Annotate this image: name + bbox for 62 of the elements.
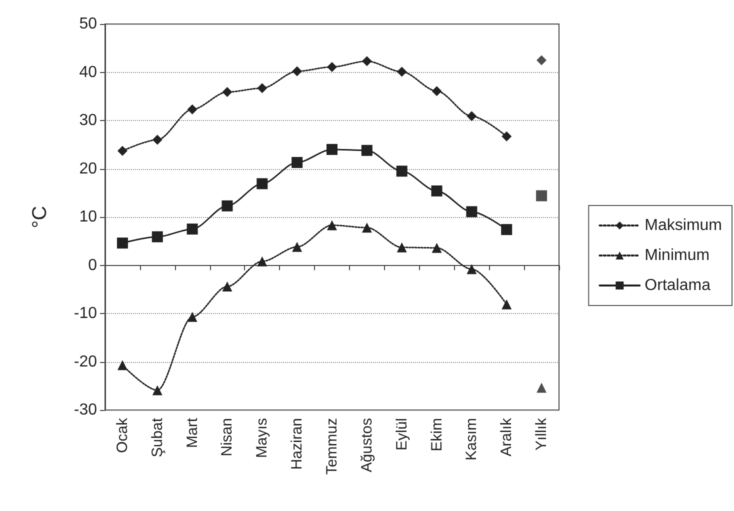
point <box>256 178 268 190</box>
y-tick-label: -30 <box>74 402 98 418</box>
legend-label: Maksimum <box>644 217 722 234</box>
x-tick-label: Yıllık <box>533 418 550 451</box>
x-tick-label: Aralık <box>498 418 516 456</box>
point <box>222 281 232 292</box>
legend-label: Minimum <box>644 247 710 264</box>
point <box>432 242 442 253</box>
y-axis-title: °C <box>29 206 51 228</box>
point <box>362 222 372 233</box>
point <box>117 146 128 156</box>
point <box>502 299 512 310</box>
y-tick-label: 30 <box>79 112 98 129</box>
point <box>326 144 338 155</box>
point <box>152 134 162 145</box>
y-tick-label: 50 <box>79 16 98 32</box>
point <box>466 264 477 274</box>
point <box>501 224 512 236</box>
x-tick-label: Şubat <box>148 417 166 458</box>
x-tick-label: Kasım <box>463 418 480 461</box>
point <box>432 86 442 96</box>
point <box>187 104 198 114</box>
y-tick-label: -20 <box>74 353 98 370</box>
point <box>466 111 477 122</box>
point <box>116 238 128 249</box>
point <box>362 56 372 66</box>
point <box>152 231 163 242</box>
point <box>222 200 233 212</box>
y-tick-label: -10 <box>74 305 98 322</box>
point <box>257 83 268 94</box>
point <box>222 87 232 98</box>
point <box>466 206 478 218</box>
y-tick-label: 10 <box>79 208 98 226</box>
point <box>152 385 162 396</box>
y-tick-label: 20 <box>79 160 98 178</box>
x-tick-label: Eylül <box>393 418 410 451</box>
x-tick-label: Mart <box>184 417 201 448</box>
point <box>431 185 442 196</box>
y-tick-label: 0 <box>88 256 98 274</box>
point <box>502 131 512 142</box>
point <box>292 242 302 252</box>
x-tick-label: Ağustos <box>358 418 376 472</box>
point <box>117 360 128 370</box>
point <box>292 66 302 76</box>
x-tick-label: Haziran <box>288 418 306 470</box>
point <box>396 166 408 177</box>
x-tick-label: Nisan <box>218 418 236 456</box>
point <box>292 156 303 168</box>
legend-label: Ortalama <box>644 277 711 294</box>
x-tick-label: Ekim <box>428 418 446 452</box>
point <box>327 220 337 230</box>
x-tick-label: Temmuz <box>324 418 340 475</box>
y-tick-label: 40 <box>79 64 98 81</box>
point <box>257 256 268 266</box>
point <box>361 144 372 156</box>
point <box>186 224 198 235</box>
x-tick-label: Mayıs <box>254 418 271 458</box>
point <box>396 242 407 252</box>
point <box>327 62 337 72</box>
point <box>396 66 407 77</box>
x-tick-label: Ocak <box>114 418 131 454</box>
point <box>187 312 198 322</box>
